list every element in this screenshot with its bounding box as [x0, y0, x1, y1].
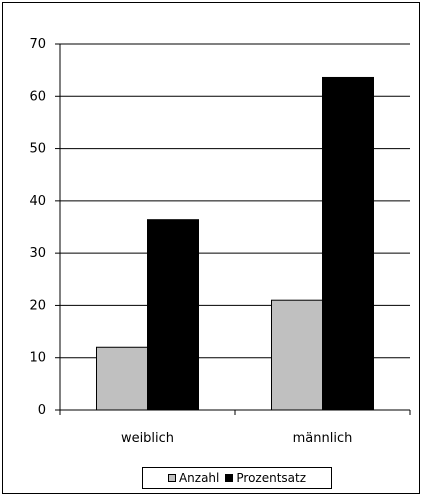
- y-tick-label: 30: [29, 246, 46, 261]
- legend-label-prozentsatz: Prozentsatz: [236, 471, 307, 485]
- y-tick-label: 60: [29, 89, 46, 104]
- legend-item-anzahl: Anzahl: [167, 471, 220, 485]
- legend-label-anzahl: Anzahl: [178, 471, 220, 485]
- bar-prozentsatz-männlich: [322, 76, 374, 411]
- y-tick-label: 20: [29, 298, 46, 313]
- y-tick-label: 70: [29, 37, 46, 52]
- bar-prozentsatz-weiblich: [147, 219, 199, 411]
- legend-swatch-prozentsatz: [225, 474, 234, 482]
- y-tick-label: 0: [38, 403, 46, 418]
- bar-anzahl-männlich: [271, 299, 323, 411]
- legend-swatch-anzahl: [167, 474, 176, 482]
- x-category-label: männlich: [293, 431, 353, 446]
- y-tick-label: 40: [29, 194, 46, 209]
- legend: Anzahl Prozentsatz: [142, 467, 332, 489]
- bar-anzahl-weiblich: [96, 346, 148, 411]
- legend-item-prozentsatz: Prozentsatz: [225, 471, 306, 485]
- x-category-label: weiblich: [121, 431, 174, 446]
- y-tick-label: 50: [29, 142, 46, 157]
- y-tick-label: 10: [29, 351, 46, 366]
